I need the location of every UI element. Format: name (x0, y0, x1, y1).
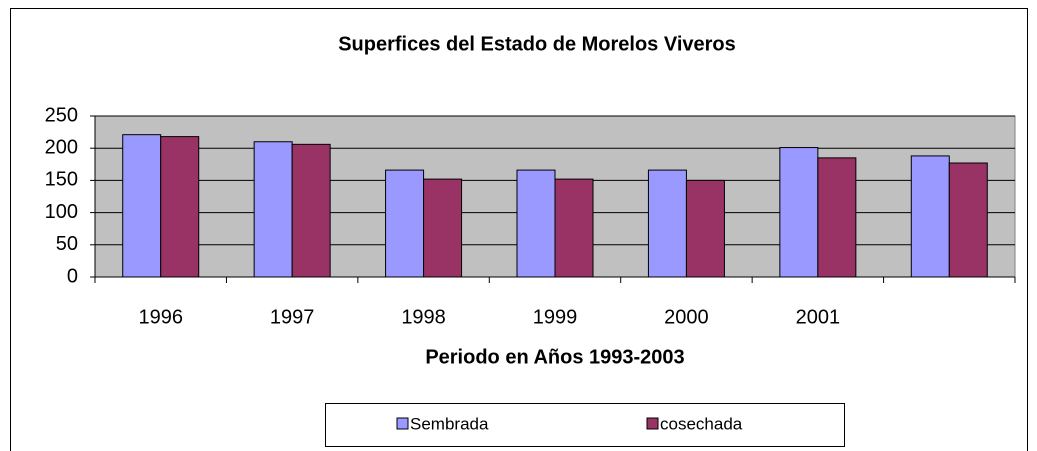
legend-box (325, 403, 845, 447)
x-tick-label: 1998 (401, 306, 446, 328)
x-axis-title: Periodo en Años 1993-2003 (425, 346, 684, 368)
bar (554, 178, 594, 278)
legend-label: Sembrada (410, 414, 489, 433)
x-tick-label: 1997 (270, 306, 315, 328)
bar (122, 134, 162, 278)
x-tick-label: 2000 (664, 306, 709, 328)
bar (817, 157, 857, 278)
y-tick-label: 150 (45, 169, 78, 191)
bar (516, 169, 556, 278)
legend-swatch (646, 417, 659, 430)
y-tick-label: 0 (67, 265, 78, 287)
legend-swatch (396, 417, 409, 430)
bar (160, 136, 200, 278)
bar (647, 169, 687, 278)
bar (779, 147, 819, 278)
chart-title: Superfices del Estado de Morelos Viveros (338, 33, 736, 55)
x-tick-label: 1996 (138, 306, 183, 328)
bar (385, 169, 425, 278)
bar (948, 162, 988, 278)
x-tick-label: 1999 (533, 306, 578, 328)
legend-label: cosechada (660, 414, 743, 433)
x-tick-label: 2001 (796, 306, 841, 328)
y-tick-label: 50 (56, 233, 78, 255)
y-tick-label: 100 (45, 201, 78, 223)
bar (291, 143, 331, 278)
bar (685, 179, 725, 278)
y-tick-label: 200 (45, 136, 78, 158)
bar (253, 141, 293, 278)
bar (423, 178, 463, 278)
bar (910, 155, 950, 278)
chart-border (10, 8, 1028, 451)
y-tick-label: 250 (45, 104, 78, 126)
